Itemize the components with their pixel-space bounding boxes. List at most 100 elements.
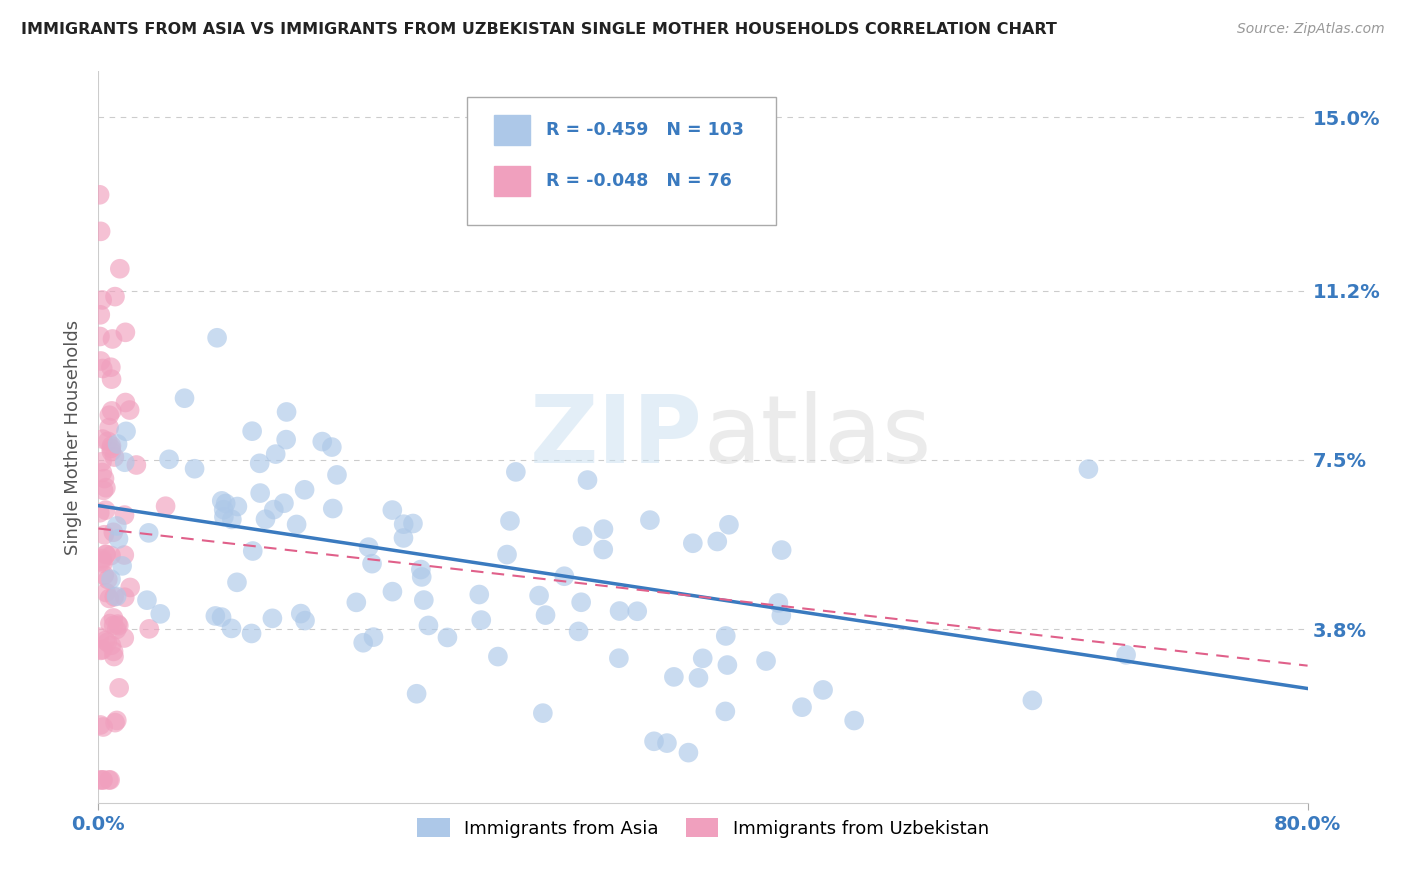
- Point: [205, 331, 228, 345]
- Point: [91, 556, 114, 570]
- Point: [112, 548, 135, 562]
- Point: [436, 631, 458, 645]
- Point: [592, 542, 614, 557]
- Bar: [494, 167, 530, 195]
- Point: [204, 609, 226, 624]
- Point: [486, 649, 509, 664]
- Point: [226, 575, 249, 590]
- Point: [662, 670, 685, 684]
- Point: [534, 608, 557, 623]
- Point: [100, 439, 122, 453]
- Point: [688, 671, 710, 685]
- Point: [91, 642, 114, 657]
- Point: [112, 631, 135, 645]
- Point: [567, 624, 589, 639]
- Point: [114, 326, 136, 340]
- Point: [638, 513, 661, 527]
- Point: [249, 456, 271, 470]
- Point: [770, 608, 793, 623]
- Bar: [494, 115, 530, 145]
- Point: [264, 447, 287, 461]
- Point: [576, 473, 599, 487]
- Point: [411, 570, 433, 584]
- Y-axis label: Single Mother Households: Single Mother Households: [65, 319, 83, 555]
- Point: [103, 611, 125, 625]
- Point: [94, 633, 117, 648]
- Point: [101, 332, 124, 346]
- Point: [108, 618, 131, 632]
- Point: [240, 626, 263, 640]
- Point: [90, 554, 112, 568]
- Point: [91, 293, 114, 307]
- Point: [496, 548, 519, 562]
- Point: [412, 593, 434, 607]
- Point: [103, 590, 125, 604]
- Point: [173, 391, 195, 405]
- Point: [790, 700, 813, 714]
- Point: [103, 450, 125, 464]
- Point: [811, 682, 834, 697]
- Point: [105, 519, 128, 533]
- Point: [155, 499, 177, 513]
- Point: [89, 308, 111, 322]
- Point: [120, 581, 142, 595]
- Point: [89, 772, 111, 787]
- Point: [240, 424, 263, 438]
- Point: [97, 772, 120, 787]
- Point: [592, 522, 614, 536]
- Point: [91, 720, 114, 734]
- Point: [626, 604, 648, 618]
- Point: [361, 557, 384, 571]
- Point: [94, 548, 117, 562]
- Point: [311, 434, 333, 449]
- Point: [392, 531, 415, 545]
- Point: [138, 525, 160, 540]
- Point: [93, 472, 115, 486]
- Point: [607, 651, 630, 665]
- Point: [226, 500, 249, 514]
- Point: [98, 772, 121, 787]
- Point: [527, 589, 550, 603]
- Point: [105, 714, 128, 728]
- Point: [138, 622, 160, 636]
- Point: [381, 584, 404, 599]
- Point: [221, 512, 243, 526]
- Point: [717, 517, 740, 532]
- Point: [91, 772, 114, 787]
- Point: [93, 483, 115, 498]
- Point: [136, 593, 159, 607]
- Point: [285, 517, 308, 532]
- Point: [100, 444, 122, 458]
- Point: [643, 734, 665, 748]
- Point: [107, 532, 129, 546]
- Point: [249, 486, 271, 500]
- Point: [262, 611, 284, 625]
- Point: [609, 604, 631, 618]
- Point: [91, 455, 114, 469]
- Point: [1077, 462, 1099, 476]
- Point: [357, 540, 380, 554]
- Point: [682, 536, 704, 550]
- Point: [98, 420, 121, 434]
- Point: [125, 458, 148, 472]
- Point: [107, 617, 129, 632]
- Point: [94, 481, 117, 495]
- Point: [183, 461, 205, 475]
- Point: [97, 573, 120, 587]
- Point: [103, 644, 125, 658]
- Point: [768, 596, 790, 610]
- Text: IMMIGRANTS FROM ASIA VS IMMIGRANTS FROM UZBEKISTAN SINGLE MOTHER HOUSEHOLDS CORR: IMMIGRANTS FROM ASIA VS IMMIGRANTS FROM …: [21, 22, 1057, 37]
- Point: [470, 613, 492, 627]
- Point: [118, 403, 141, 417]
- Point: [571, 529, 593, 543]
- Point: [90, 643, 112, 657]
- Point: [90, 224, 112, 238]
- Point: [91, 432, 114, 446]
- Point: [98, 408, 121, 422]
- Point: [211, 610, 233, 624]
- Point: [91, 466, 114, 480]
- Point: [294, 614, 316, 628]
- Point: [755, 654, 778, 668]
- Point: [100, 572, 122, 586]
- Point: [569, 595, 592, 609]
